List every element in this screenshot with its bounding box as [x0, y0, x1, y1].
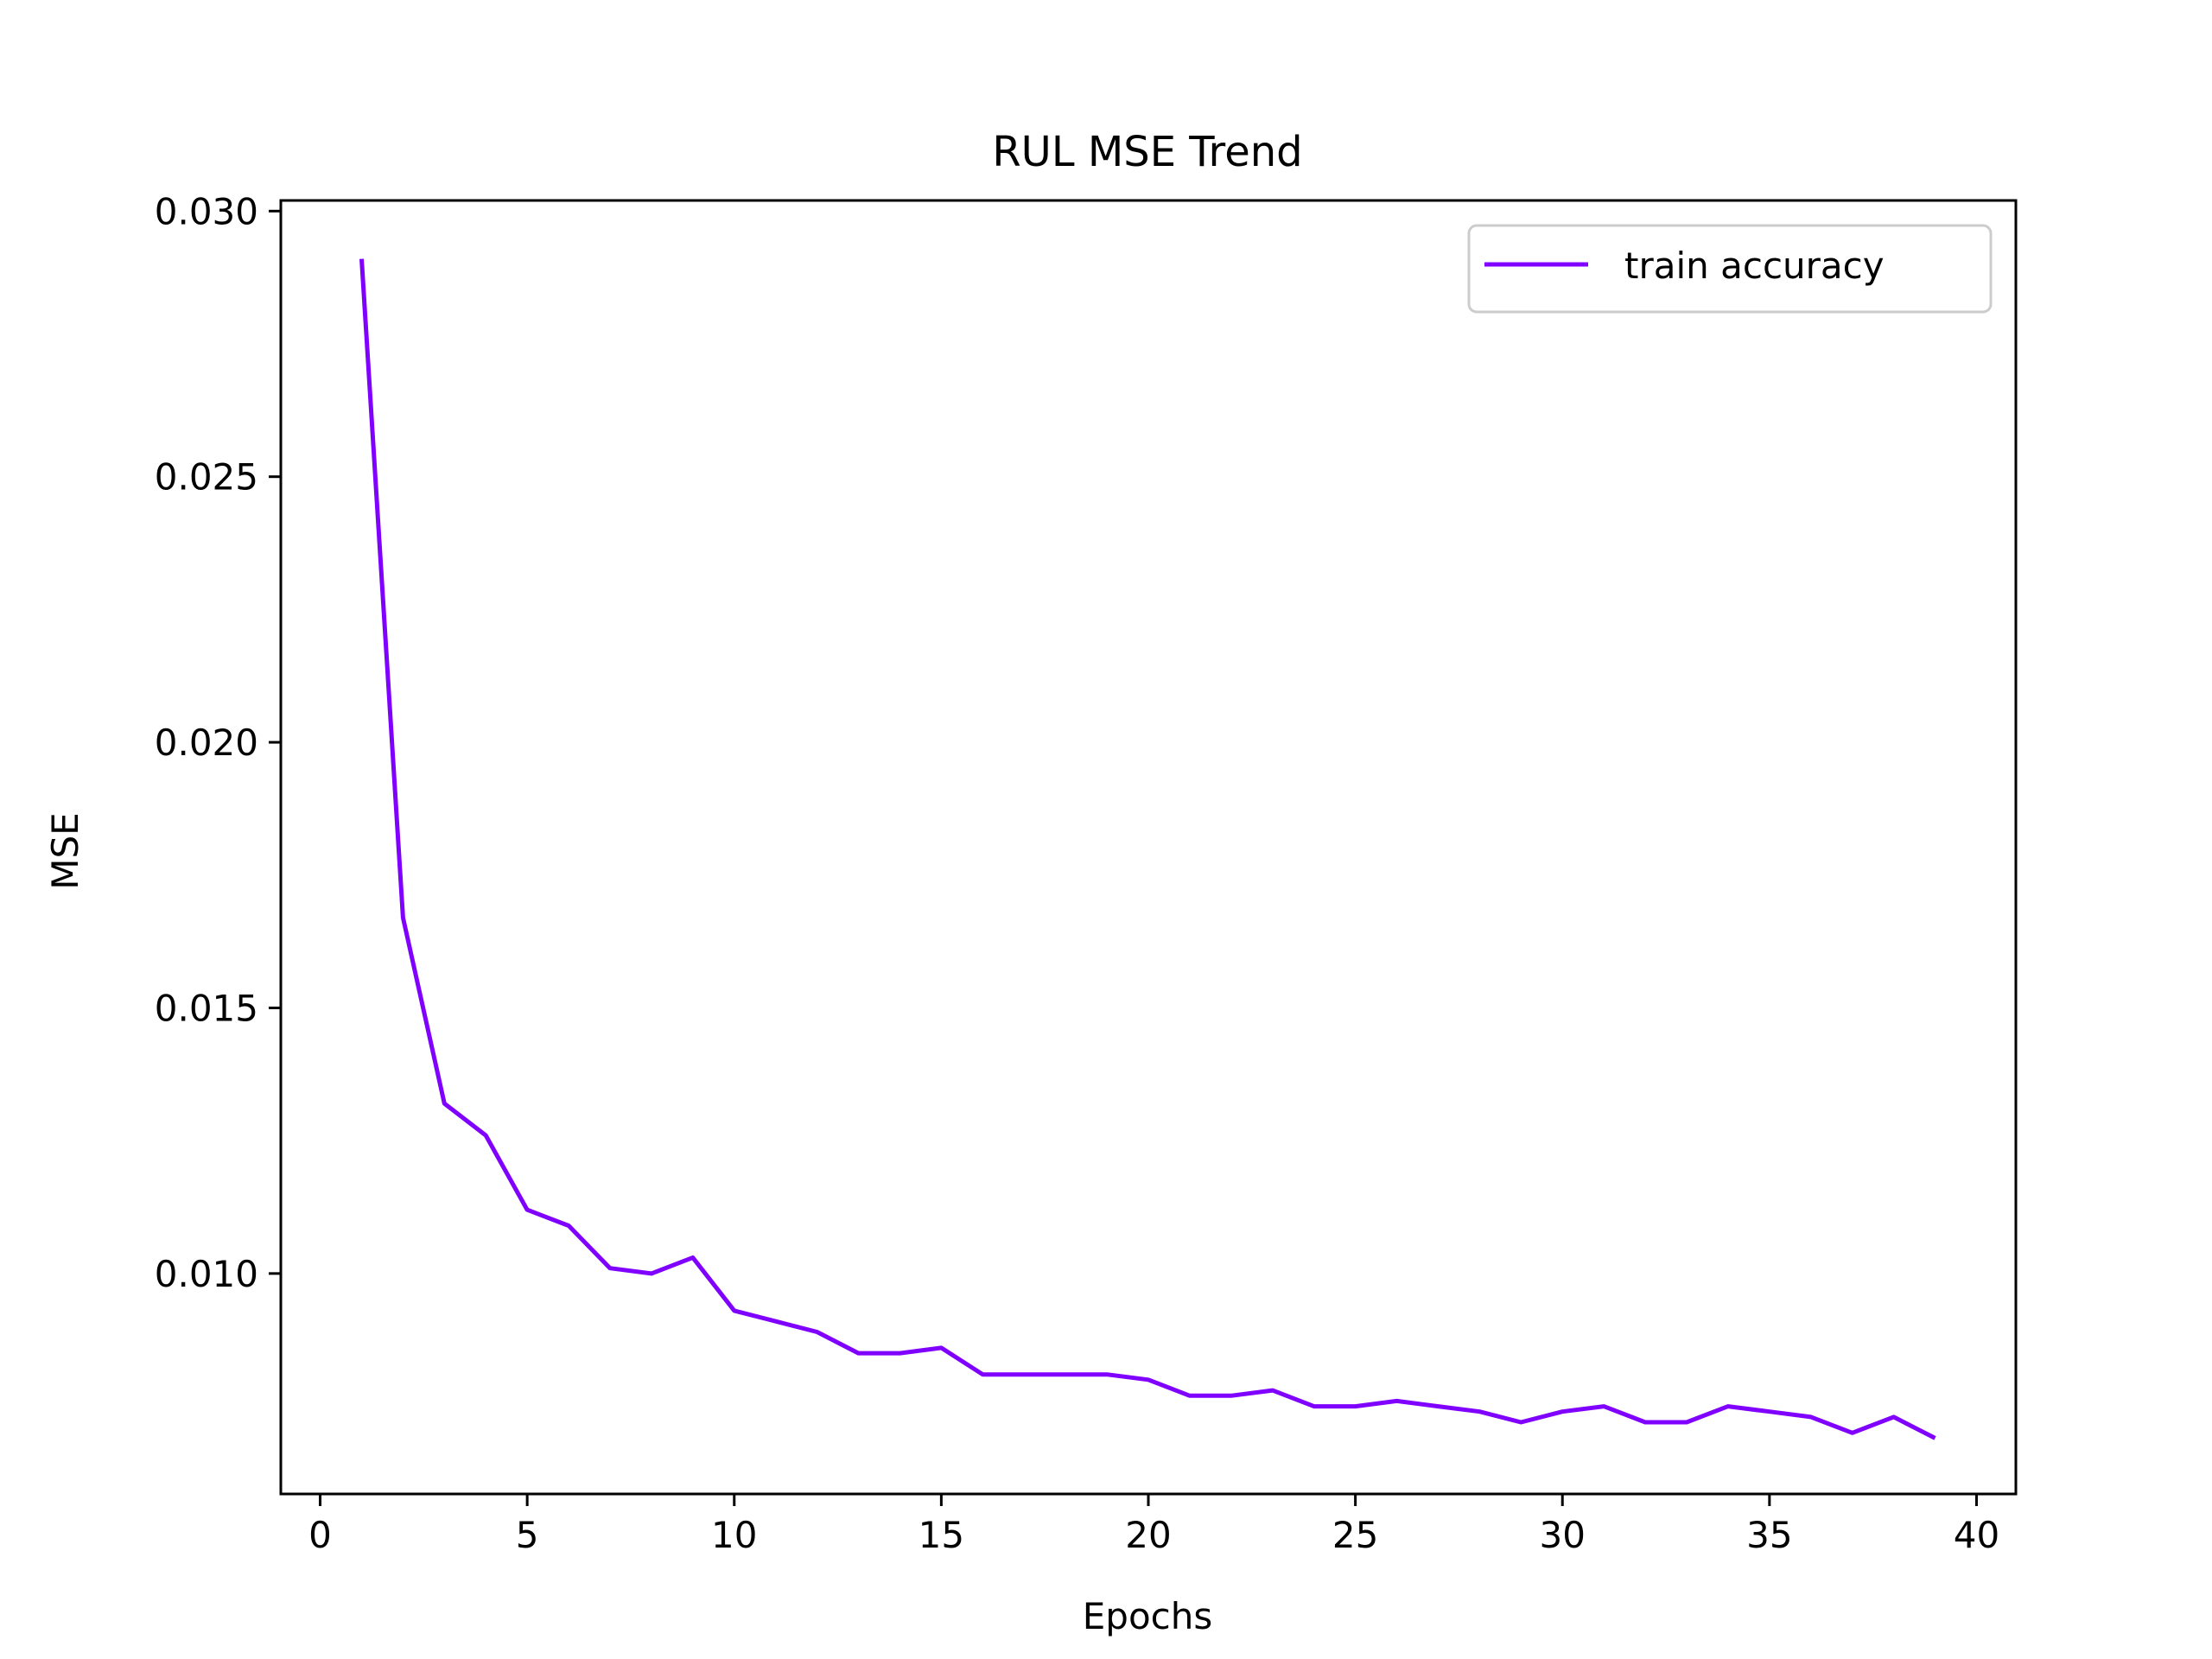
legend: train accuracy: [1467, 224, 1993, 314]
legend-box: [1467, 224, 1993, 314]
x-tick-label: 30: [1540, 1514, 1586, 1556]
plot-area: [359, 258, 1936, 1440]
x-tick-label: 5: [516, 1514, 539, 1556]
x-tick-label: 40: [1954, 1514, 1999, 1556]
series-line: [359, 258, 1936, 1440]
y-axis: 0.010 0.015 0.020 0.025 0.030: [155, 190, 281, 1295]
y-tick-label: 0.015: [155, 987, 258, 1029]
chart-title: RUL MSE Trend: [992, 128, 1302, 176]
y-tick-label: 0.020: [155, 721, 258, 764]
x-tick-label: 25: [1332, 1514, 1378, 1556]
x-axis: 0 5 10 15 20 25 30 35 40: [308, 1494, 1999, 1556]
x-tick-label: 0: [308, 1514, 332, 1556]
y-axis-label: MSE: [44, 812, 86, 889]
x-tick-label: 35: [1746, 1514, 1792, 1556]
y-tick-label: 0.010: [155, 1253, 258, 1295]
legend-label: train accuracy: [1624, 245, 1885, 287]
y-tick-label: 0.030: [155, 190, 258, 232]
x-tick-label: 10: [711, 1514, 757, 1556]
x-tick-label: 15: [918, 1514, 964, 1556]
y-tick-label: 0.025: [155, 456, 258, 499]
x-tick-label: 20: [1125, 1514, 1171, 1556]
x-axis-label: Epochs: [1083, 1595, 1213, 1637]
